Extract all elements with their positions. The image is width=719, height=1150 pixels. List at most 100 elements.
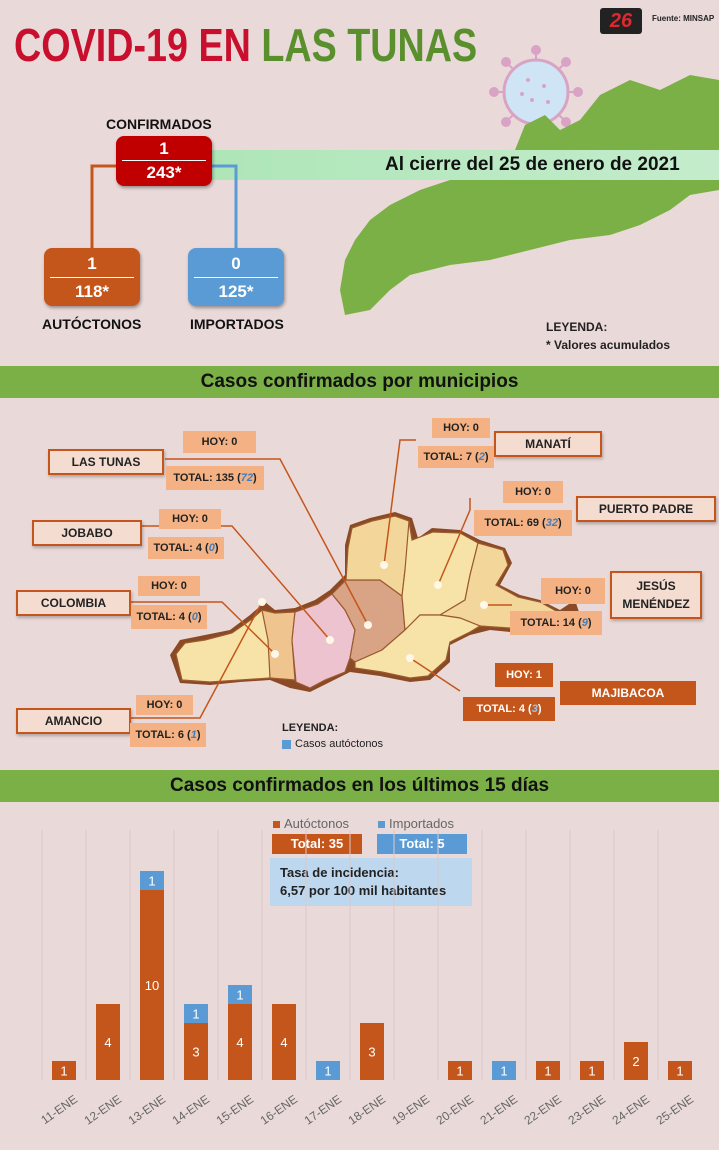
summary-connectors bbox=[90, 164, 238, 250]
bar-importados-13-ene bbox=[140, 871, 164, 890]
title-covid: COVID-19 EN bbox=[14, 19, 251, 71]
municipios-heading: Casos confirmados por municipios bbox=[0, 366, 719, 398]
jesus-menendez-autoctonos: 9 bbox=[581, 617, 588, 629]
las-tunas-map bbox=[129, 439, 580, 719]
jobabo-total: TOTAL: 4 (0) bbox=[148, 537, 224, 559]
bar-autoctonos-23-ene bbox=[580, 1061, 604, 1080]
bar-value-label: 1 bbox=[676, 1064, 683, 1079]
municipio-label-jobabo: JOBABO bbox=[32, 520, 142, 546]
jesus-menendez-close: ) bbox=[587, 617, 592, 629]
bar-autoctonos-12-ene bbox=[96, 1004, 120, 1080]
bar-value-label: 1 bbox=[148, 874, 155, 889]
map-legend-title: LEYENDA: bbox=[282, 722, 339, 734]
bar-autoctonos-14-ene bbox=[184, 1023, 208, 1080]
municipio-label-puerto-padre: PUERTO PADRE bbox=[576, 496, 716, 522]
majibacoa-hoy: HOY: 1 bbox=[495, 663, 553, 687]
jesus-menendez-total-text: TOTAL: 14 ( bbox=[520, 617, 582, 629]
majibacoa-total: TOTAL: 4 (3) bbox=[463, 697, 555, 721]
majibacoa-close: ) bbox=[537, 703, 542, 715]
importados-label: IMPORTADOS bbox=[190, 316, 284, 332]
page-title: COVID-19 EN LAS TUNAS bbox=[14, 18, 477, 72]
bar-value-label: 1 bbox=[588, 1064, 595, 1079]
municipio-label-jesus-menendez: JESÚS MENÉNDEZ bbox=[610, 571, 702, 619]
municipio-label-manati: MANATÍ bbox=[494, 431, 602, 457]
manati-total: TOTAL: 7 (2) bbox=[418, 446, 494, 468]
puerto-padre-total-text: TOTAL: 69 ( bbox=[484, 517, 546, 529]
bar-value-label: 3 bbox=[192, 1045, 199, 1060]
region-jobabo bbox=[291, 593, 356, 689]
jobabo-close: ) bbox=[214, 542, 219, 554]
las-tunas-close: ) bbox=[253, 472, 257, 484]
importados-box: 0 125* bbox=[188, 248, 284, 306]
date-text: Al cierre del 25 de enero de 2021 bbox=[385, 154, 680, 175]
amancio-autoctonos: 1 bbox=[190, 729, 197, 741]
amancio-close: ) bbox=[196, 729, 201, 741]
bar-value-label: 1 bbox=[324, 1064, 331, 1079]
amancio-total-text: TOTAL: 6 ( bbox=[135, 729, 191, 741]
jesus-menendez-hoy: HOY: 0 bbox=[541, 578, 605, 604]
incidence-note-line1: Tasa de incidencia: bbox=[280, 865, 399, 880]
jobabo-autoctonos: 0 bbox=[208, 542, 215, 554]
summary-legend-title: LEYENDA: bbox=[546, 320, 608, 334]
jobabo-total-text: TOTAL: 4 ( bbox=[153, 542, 209, 554]
bar-value-label: 1 bbox=[60, 1064, 67, 1079]
bar-value-label: 1 bbox=[544, 1064, 551, 1079]
amancio-hoy: HOY: 0 bbox=[136, 695, 193, 715]
puerto-padre-close: ) bbox=[557, 517, 562, 529]
importados-total: 125* bbox=[218, 282, 254, 301]
las-tunas-hoy: HOY: 0 bbox=[183, 431, 256, 453]
legend-label-importados: Importados bbox=[389, 816, 455, 831]
bar-autoctonos-16-ene bbox=[272, 1004, 296, 1080]
bar-autoctonos-18-ene bbox=[360, 1023, 384, 1080]
bar-value-label: 3 bbox=[368, 1045, 375, 1060]
manati-autoctonos: 2 bbox=[478, 451, 485, 463]
municipio-label-las-tunas: LAS TUNAS bbox=[48, 449, 164, 475]
las-tunas-autoctonos: 72 bbox=[240, 472, 253, 484]
legend-label-autoctonos: Autóctonos bbox=[284, 816, 350, 831]
map-legend-text: Casos autóctonos bbox=[295, 738, 384, 750]
bar-autoctonos-24-ene bbox=[624, 1042, 648, 1080]
title-las-tunas: LAS TUNAS bbox=[261, 19, 478, 71]
logo-26: 26 bbox=[600, 8, 642, 34]
total-importados-badge: Total: 5 bbox=[377, 834, 467, 854]
colombia-hoy: HOY: 0 bbox=[138, 576, 200, 596]
bar-autoctonos-20-ene bbox=[448, 1061, 472, 1080]
total-autoctonos-badge: Total: 35 bbox=[272, 834, 362, 854]
bar-importados-17-ene bbox=[316, 1061, 340, 1080]
incidence-note: Tasa de incidencia: 6,57 por 100 mil hab… bbox=[270, 858, 472, 906]
bar-importados-21-ene bbox=[492, 1061, 516, 1080]
bar-value-label: 4 bbox=[104, 1035, 111, 1050]
virus-icon bbox=[489, 45, 583, 139]
legend-swatch-importados-chart bbox=[378, 821, 385, 829]
las-tunas-total-text: TOTAL: 135 ( bbox=[173, 472, 241, 484]
source-text: Fuente: MINSAP bbox=[652, 14, 715, 23]
colombia-close: ) bbox=[197, 611, 202, 623]
bar-autoctonos-13-ene bbox=[140, 890, 164, 1080]
incidence-note-line2: 6,57 por 100 mil habitantes bbox=[280, 883, 447, 898]
puerto-padre-autoctonos: 32 bbox=[545, 517, 558, 529]
chart-legend-importados: Importados bbox=[378, 816, 454, 831]
bar-value-label: 1 bbox=[456, 1064, 463, 1079]
municipio-label-colombia: COLOMBIA bbox=[16, 590, 131, 616]
colombia-total-text: TOTAL: 4 ( bbox=[136, 611, 192, 623]
legend-swatch-autoctonos-chart bbox=[273, 821, 280, 829]
manati-close: ) bbox=[484, 451, 489, 463]
bar-importados-14-ene bbox=[184, 1004, 208, 1023]
jobabo-hoy: HOY: 0 bbox=[159, 509, 221, 529]
las-tunas-total: TOTAL: 135 (72) bbox=[166, 466, 264, 490]
chart-title: Casos confirmados en los últimos 15 días bbox=[0, 770, 719, 802]
chart-legend-autoctonos: Autóctonos bbox=[273, 816, 349, 831]
bar-autoctonos-25-ene bbox=[668, 1061, 692, 1080]
bar-value-label: 1 bbox=[500, 1064, 507, 1079]
date-band bbox=[212, 150, 719, 180]
puerto-padre-total: TOTAL: 69 (32) bbox=[474, 510, 572, 536]
region-majibacoa bbox=[354, 614, 482, 679]
municipio-label-amancio: AMANCIO bbox=[16, 708, 131, 734]
legend-swatch-autoctonos bbox=[282, 739, 291, 749]
colombia-autoctonos: 0 bbox=[191, 611, 198, 623]
map-legend: Casos autóctonos bbox=[282, 738, 383, 750]
map-island-shape bbox=[340, 75, 719, 315]
importados-today: 0 bbox=[194, 248, 278, 278]
bar-value-label: 1 bbox=[236, 988, 243, 1003]
autoctonos-label: AUTÓCTONOS bbox=[42, 316, 142, 332]
